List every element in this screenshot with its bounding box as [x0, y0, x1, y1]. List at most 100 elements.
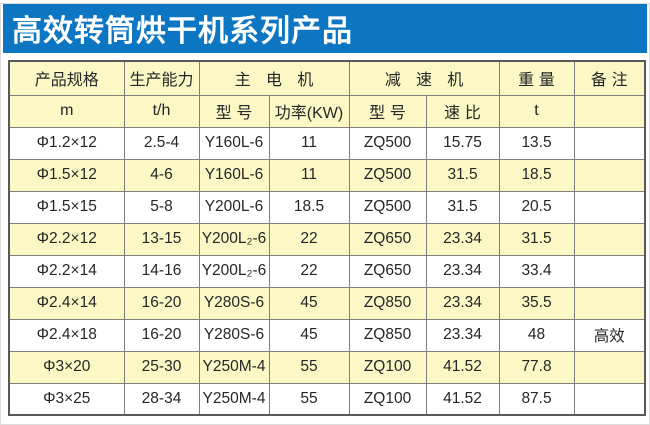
cell-spec: Φ2.4×18 — [8, 318, 125, 352]
cell-capacity: 28-34 — [123, 382, 200, 416]
table-row: Φ1.5×12 4-6 Y160L-6 11 ZQ500 31.5 18.5 — [8, 158, 646, 192]
cell-ratio: 23.34 — [425, 318, 500, 352]
cell-motor-model: Y250M-4 — [198, 382, 270, 416]
cell-ratio: 15.75 — [425, 126, 500, 160]
unit-capacity: t/h — [123, 94, 200, 128]
cell-weight: 48 — [498, 318, 575, 352]
subheader-motor-model: 型号 — [198, 94, 270, 128]
cell-spec: Φ2.2×12 — [8, 222, 125, 256]
cell-remark — [573, 382, 646, 416]
cell-motor-model: Y200L-6 — [198, 190, 270, 224]
cell-remark: 高效 — [573, 318, 646, 352]
cell-spec: Φ1.5×12 — [8, 158, 125, 192]
cell-motor-power: 11 — [268, 158, 350, 192]
cell-motor-model: Y250M-4 — [198, 350, 270, 384]
cell-spec: Φ1.2×12 — [8, 126, 125, 160]
table-row: Φ2.4×18 16-20 Y280S-6 45 ZQ850 23.34 48 … — [8, 318, 646, 352]
cell-reducer-model: ZQ100 — [348, 350, 427, 384]
cell-weight: 20.5 — [498, 190, 575, 224]
cell-weight: 35.5 — [498, 286, 575, 320]
cell-motor-model: Y160L-6 — [198, 126, 270, 160]
col-header-reducer: 减速机 — [348, 60, 500, 96]
cell-remark — [573, 126, 646, 160]
cell-remark — [573, 254, 646, 288]
cell-weight: 33.4 — [498, 254, 575, 288]
cell-motor-power: 22 — [268, 222, 350, 256]
cell-reducer-model: ZQ850 — [348, 286, 427, 320]
cell-weight: 18.5 — [498, 158, 575, 192]
cell-spec: Φ1.5×15 — [8, 190, 125, 224]
cell-remark — [573, 350, 646, 384]
cell-motor-model: Y280S-6 — [198, 318, 270, 352]
cell-capacity: 5-8 — [123, 190, 200, 224]
cell-weight: 77.8 — [498, 350, 575, 384]
cell-capacity: 13-15 — [123, 222, 200, 256]
col-header-remark: 备注 — [573, 60, 646, 96]
table-row: Φ2.2×12 13-15 Y200L₂-6 22 ZQ650 23.34 31… — [8, 222, 646, 256]
title-bar: 高效转筒烘干机系列产品 — [3, 3, 647, 53]
cell-reducer-model: ZQ500 — [348, 126, 427, 160]
cell-remark — [573, 190, 646, 224]
col-header-capacity: 生产能力 — [123, 60, 200, 96]
cell-ratio: 41.52 — [425, 350, 500, 384]
cell-ratio: 23.34 — [425, 254, 500, 288]
cell-motor-power: 18.5 — [268, 190, 350, 224]
subheader-reducer-model: 型号 — [348, 94, 427, 128]
cell-reducer-model: ZQ650 — [348, 254, 427, 288]
subheader-motor-power: 功率(KW) — [268, 94, 350, 128]
cell-motor-power: 11 — [268, 126, 350, 160]
cell-motor-model: Y280S-6 — [198, 286, 270, 320]
cell-capacity: 16-20 — [123, 318, 200, 352]
cell-weight: 87.5 — [498, 382, 575, 416]
cell-motor-model: Y160L-6 — [198, 158, 270, 192]
cell-capacity: 2.5-4 — [123, 126, 200, 160]
cell-motor-power: 45 — [268, 318, 350, 352]
table-row: Φ1.5×15 5-8 Y200L-6 18.5 ZQ500 31.5 20.5 — [8, 190, 646, 224]
unit-spec: m — [8, 94, 125, 128]
col-header-motor: 主电机 — [198, 60, 350, 96]
subheader-ratio: 速比 — [425, 94, 500, 128]
cell-remark — [573, 286, 646, 320]
spec-table: 产品规格 生产能力 主电机 减速机 重量 备注 m t/h 型号 功率(KW) … — [8, 60, 647, 416]
col-header-weight: 重量 — [498, 60, 575, 96]
cell-ratio: 23.34 — [425, 222, 500, 256]
cell-motor-power: 55 — [268, 382, 350, 416]
unit-remark — [573, 94, 646, 128]
cell-motor-model: Y200L₂-6 — [198, 254, 270, 288]
cell-capacity: 25-30 — [123, 350, 200, 384]
cell-remark — [573, 222, 646, 256]
cell-ratio: 41.52 — [425, 382, 500, 416]
cell-reducer-model: ZQ500 — [348, 158, 427, 192]
header-row-groups: 产品规格 生产能力 主电机 减速机 重量 备注 — [8, 60, 646, 96]
table-row: Φ2.4×14 16-20 Y280S-6 45 ZQ850 23.34 35.… — [8, 286, 646, 320]
table-row: Φ1.2×12 2.5-4 Y160L-6 11 ZQ500 15.75 13.… — [8, 126, 646, 160]
cell-ratio: 31.5 — [425, 158, 500, 192]
table-row: Φ3×20 25-30 Y250M-4 55 ZQ100 41.52 77.8 — [8, 350, 646, 384]
cell-spec: Φ2.2×14 — [8, 254, 125, 288]
cell-ratio: 23.34 — [425, 286, 500, 320]
table-row: Φ2.2×14 14-16 Y200L₂-6 22 ZQ650 23.34 33… — [8, 254, 646, 288]
cell-motor-power: 55 — [268, 350, 350, 384]
cell-weight: 31.5 — [498, 222, 575, 256]
cell-motor-power: 22 — [268, 254, 350, 288]
unit-weight: t — [498, 94, 575, 128]
cell-reducer-model: ZQ850 — [348, 318, 427, 352]
table-row: Φ3×25 28-34 Y250M-4 55 ZQ100 41.52 87.5 — [8, 382, 646, 416]
cell-reducer-model: ZQ500 — [348, 190, 427, 224]
cell-reducer-model: ZQ100 — [348, 382, 427, 416]
cell-remark — [573, 158, 646, 192]
cell-capacity: 4-6 — [123, 158, 200, 192]
cell-capacity: 14-16 — [123, 254, 200, 288]
cell-motor-model: Y200L₂-6 — [198, 222, 270, 256]
cell-spec: Φ2.4×14 — [8, 286, 125, 320]
page-title: 高效转筒烘干机系列产品 — [12, 15, 353, 48]
cell-spec: Φ3×25 — [8, 382, 125, 416]
cell-reducer-model: ZQ650 — [348, 222, 427, 256]
cell-spec: Φ3×20 — [8, 350, 125, 384]
cell-weight: 13.5 — [498, 126, 575, 160]
header-row-units: m t/h 型号 功率(KW) 型号 速比 t — [8, 94, 646, 128]
cell-motor-power: 45 — [268, 286, 350, 320]
cell-ratio: 31.5 — [425, 190, 500, 224]
col-header-spec: 产品规格 — [8, 60, 125, 96]
cell-capacity: 16-20 — [123, 286, 200, 320]
